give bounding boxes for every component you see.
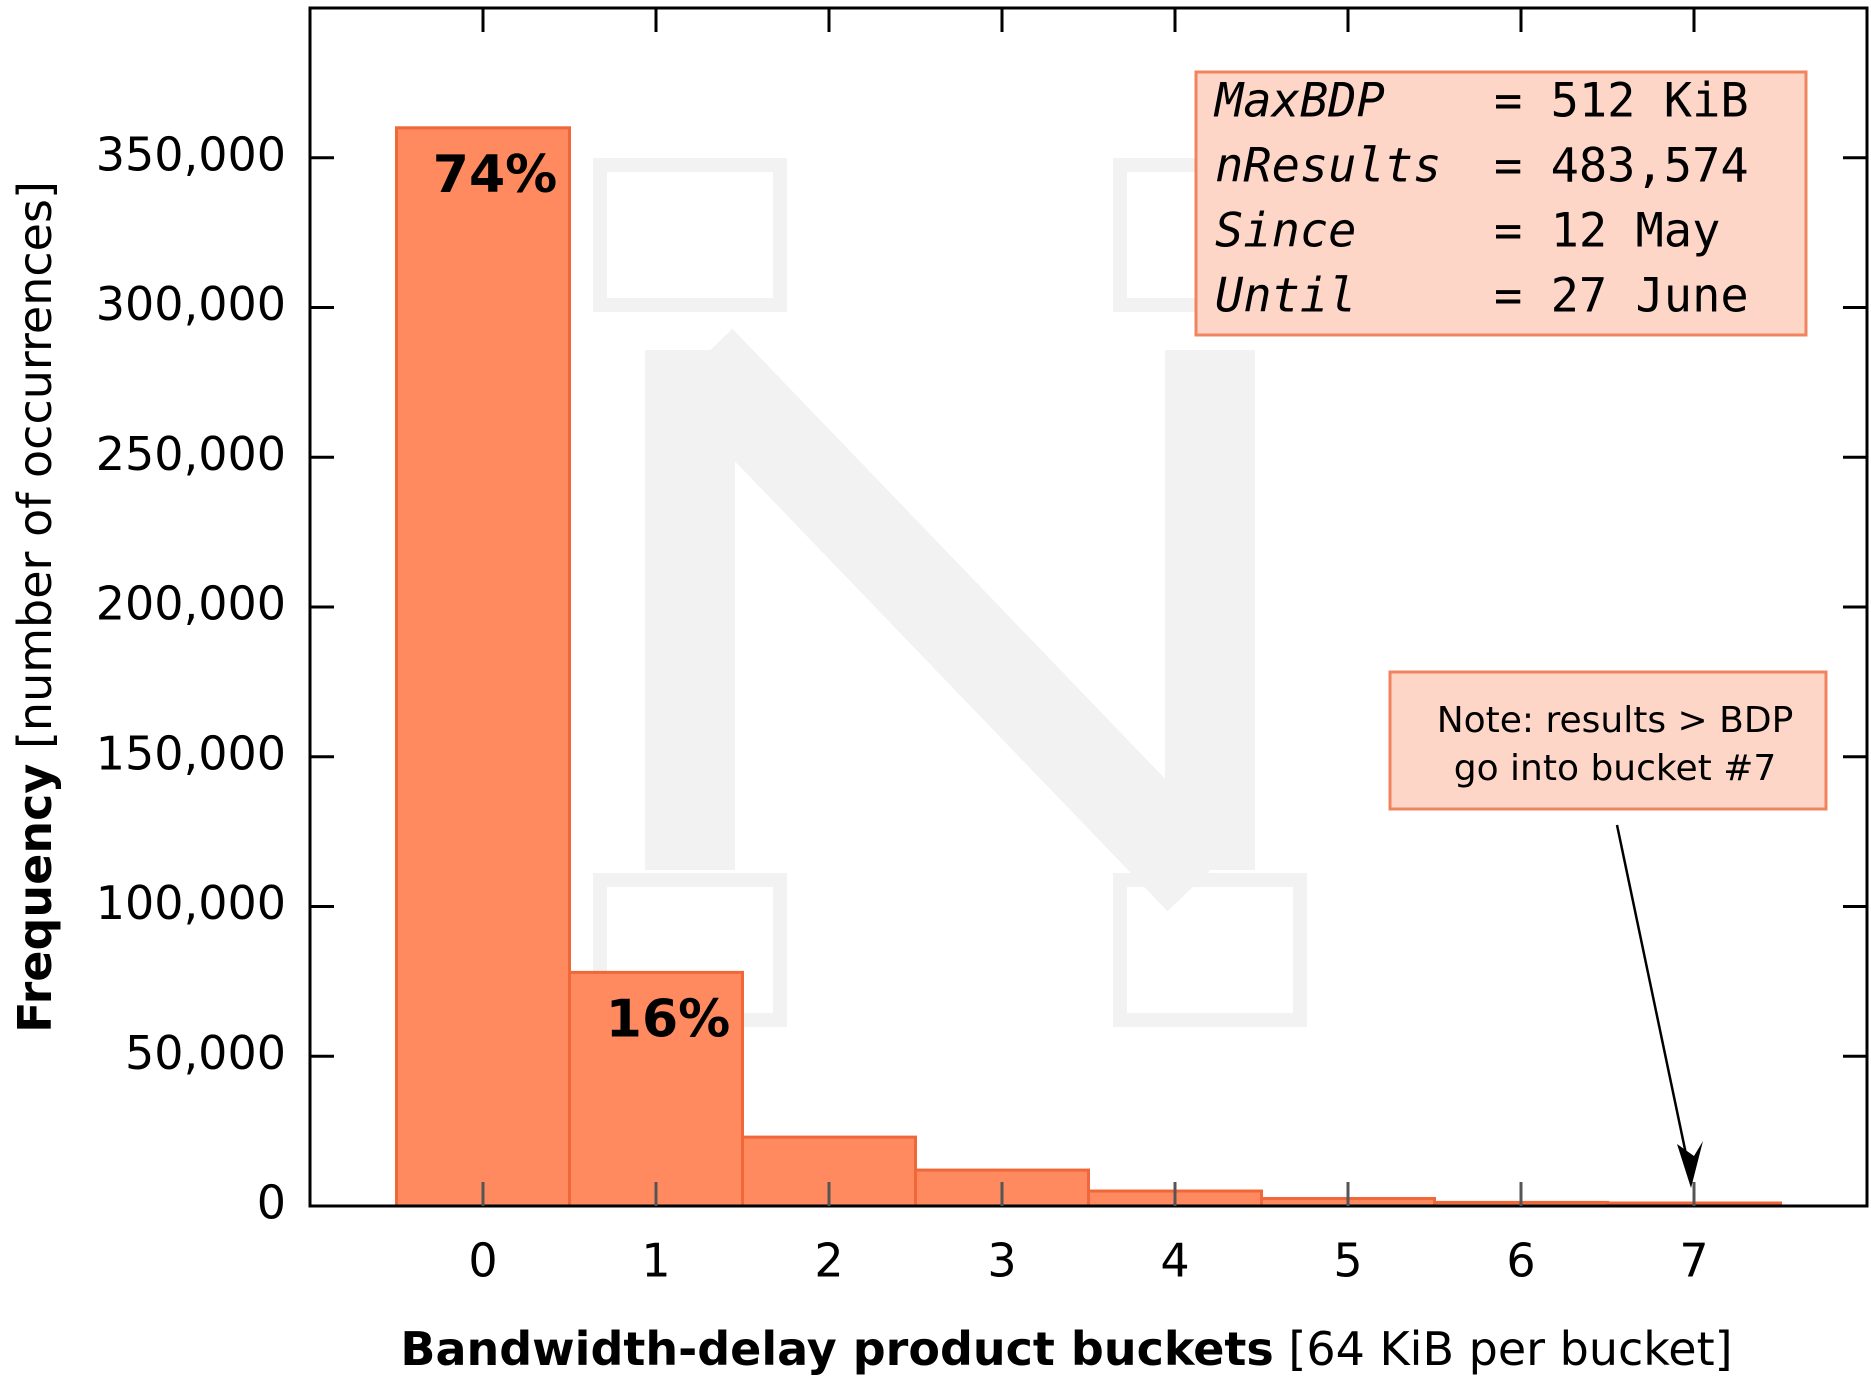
info-value: = 512 KiB bbox=[1494, 74, 1749, 129]
y-tick-label: 350,000 bbox=[96, 127, 286, 181]
y-tick-label: 250,000 bbox=[96, 427, 286, 481]
info-value: = 483,574 bbox=[1494, 139, 1749, 194]
y-tick-label: 300,000 bbox=[96, 277, 286, 331]
y-axis-label-bold: Frequency bbox=[8, 764, 62, 1033]
info-key: nResults bbox=[1215, 139, 1441, 194]
info-key: MaxBDP bbox=[1213, 74, 1385, 129]
y-tick-label: 200,000 bbox=[96, 577, 286, 631]
y-axis-label: Frequency [number of occurrences] bbox=[8, 181, 62, 1033]
x-tick-label: 4 bbox=[1160, 1234, 1189, 1288]
x-tick-label: 1 bbox=[641, 1234, 670, 1288]
bar-annotation: 74% bbox=[433, 145, 557, 205]
x-tick-label: 3 bbox=[987, 1234, 1016, 1288]
y-tick-label: 0 bbox=[257, 1176, 286, 1230]
chart: 0 50,000 100,000 150,000 200,000 250,000 300,0… bbox=[0, 0, 1871, 1378]
bar-annotation: 16% bbox=[606, 989, 730, 1049]
note-arrowhead bbox=[1677, 1141, 1703, 1188]
bar bbox=[397, 128, 570, 1206]
y-tick-label: 150,000 bbox=[96, 726, 286, 780]
info-value: = 27 June bbox=[1494, 269, 1749, 324]
x-tick-label: 7 bbox=[1679, 1234, 1708, 1288]
y-axis-label-unit: [number of occurrences] bbox=[8, 181, 62, 749]
x-axis-label-bold: Bandwidth-delay product buckets bbox=[400, 1322, 1273, 1376]
y-tick-label: 50,000 bbox=[125, 1026, 286, 1080]
info-value: = 12 May bbox=[1494, 204, 1720, 259]
info-key: Since bbox=[1215, 204, 1356, 259]
x-tick-label: 5 bbox=[1333, 1234, 1362, 1288]
note-text: go into bucket #7 bbox=[1454, 748, 1777, 789]
info-key: Until bbox=[1215, 269, 1356, 324]
x-tick-label: 2 bbox=[814, 1234, 843, 1288]
x-axis-label: Bandwidth-delay product buckets [64 KiB … bbox=[400, 1322, 1732, 1376]
y-tick-label: 100,000 bbox=[96, 876, 286, 930]
note-arrow bbox=[1617, 825, 1691, 1178]
note-text: Note: results > BDP bbox=[1437, 700, 1794, 741]
x-axis-label-unit: [64 KiB per bucket] bbox=[1288, 1322, 1732, 1376]
x-tick-label: 6 bbox=[1506, 1234, 1535, 1288]
x-tick-label: 0 bbox=[468, 1234, 497, 1288]
